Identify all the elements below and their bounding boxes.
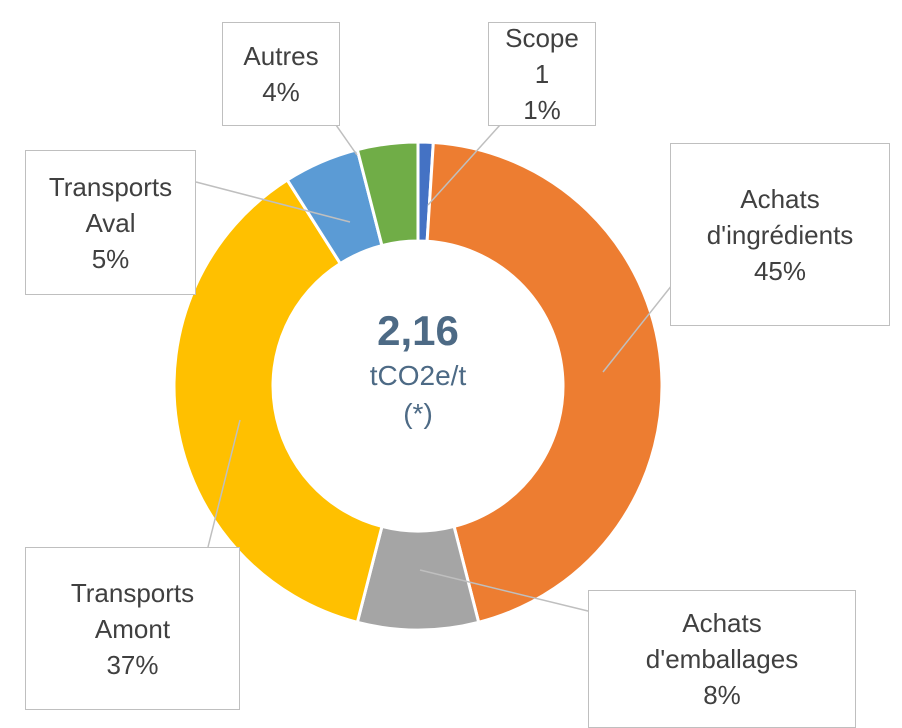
center-label: 2,16 tCO2e/t (*) <box>318 305 518 433</box>
label-category: Autres <box>243 41 319 71</box>
data-label: Autres 4% <box>222 22 340 126</box>
data-label: Scope 1 1% <box>488 22 596 126</box>
donut-slice <box>425 140 664 625</box>
label-category: Achats d'ingrédients <box>706 183 854 250</box>
label-category: Scope 1 <box>505 23 579 89</box>
donut-slice <box>172 177 384 625</box>
center-note: (*) <box>403 398 433 429</box>
donut-slice <box>355 140 420 248</box>
data-label: Achats d'emballages 8% <box>588 590 856 728</box>
label-category: Achats d'emballages <box>645 608 799 674</box>
data-label: Achats d'ingrédients 45% <box>670 143 890 326</box>
leader-line <box>427 124 501 206</box>
leader-line <box>207 419 241 548</box>
label-value: 8% <box>703 680 741 710</box>
label-value: 1% <box>523 95 561 125</box>
label-category: Transports Amont <box>70 577 195 644</box>
center-unit: tCO2e/t <box>369 360 467 391</box>
label-value: 4% <box>262 77 300 107</box>
label-value: 5% <box>91 243 130 274</box>
leader-line <box>419 569 593 613</box>
data-label: Transports Aval 5% <box>25 150 196 295</box>
leader-line <box>195 181 351 223</box>
label-value: 37% <box>106 649 159 680</box>
center-value: 2,16 <box>377 307 459 354</box>
leader-line <box>602 274 681 373</box>
label-category: Transports Aval <box>48 171 173 238</box>
label-value: 45% <box>753 255 807 286</box>
data-label: Transports Amont 37% <box>25 547 240 710</box>
leader-line <box>335 124 358 156</box>
